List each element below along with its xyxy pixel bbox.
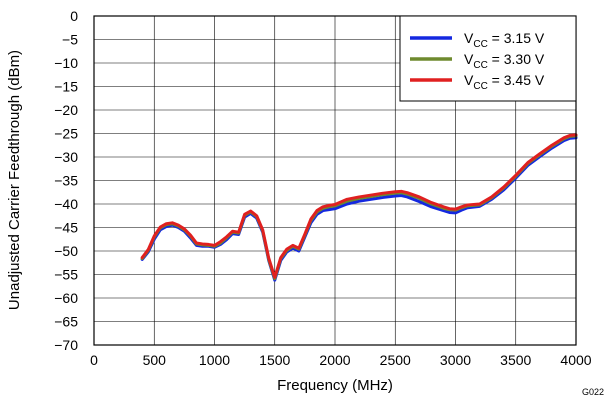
legend-label-2: VCC = 3.30 V	[464, 51, 545, 71]
x-axis-label: Frequency (MHz)	[277, 377, 393, 394]
y-tick-label: −50	[54, 243, 78, 259]
y-tick-label: −40	[54, 196, 78, 212]
y-tick-label: −60	[54, 290, 78, 306]
legend-label-1: VCC = 3.15 V	[464, 30, 545, 50]
y-tick-label: −65	[54, 314, 78, 330]
x-tick-label: 1000	[199, 352, 230, 368]
y-tick-label: −15	[54, 79, 78, 95]
y-tick-label: −30	[54, 149, 78, 165]
y-tick-label: −10	[54, 55, 78, 71]
y-tick-label: −20	[54, 102, 78, 118]
y-tick-labels: 0 −5 −10 −15 −20 −25 −30 −35 −40 −45 −50 −55 −60 −65 −…	[54, 8, 78, 353]
x-tick-label: 3500	[500, 352, 531, 368]
legend-label-3: VCC = 3.45 V	[464, 72, 545, 92]
x-tick-label: 0	[90, 352, 98, 368]
y-tick-label: −25	[54, 126, 78, 142]
series-lines	[140, 133, 578, 282]
x-tick-label: 4000	[560, 352, 591, 368]
y-tick-label: −55	[54, 267, 78, 283]
y-tick-label: −45	[54, 220, 78, 236]
y-tick-label: −70	[54, 337, 78, 353]
x-tick-label: 2500	[380, 352, 411, 368]
x-tick-label: 1500	[259, 352, 290, 368]
x-tick-label: 500	[143, 352, 167, 368]
figure-id: G022	[582, 387, 604, 396]
x-tick-label: 3000	[440, 352, 471, 368]
y-tick-label: −5	[62, 32, 78, 48]
y-tick-label: 0	[70, 8, 78, 24]
y-tick-label: −35	[54, 173, 78, 189]
plot-frame	[93, 15, 577, 346]
y-axis-label: Unadjusted Carrier Feedthrough (dBm)	[6, 50, 23, 310]
x-tick-label: 2000	[319, 352, 350, 368]
x-tick-labels: 0 500 1000 1500 2000 2500 3000 3500 4000	[90, 352, 592, 368]
series-line-3	[140, 133, 578, 279]
